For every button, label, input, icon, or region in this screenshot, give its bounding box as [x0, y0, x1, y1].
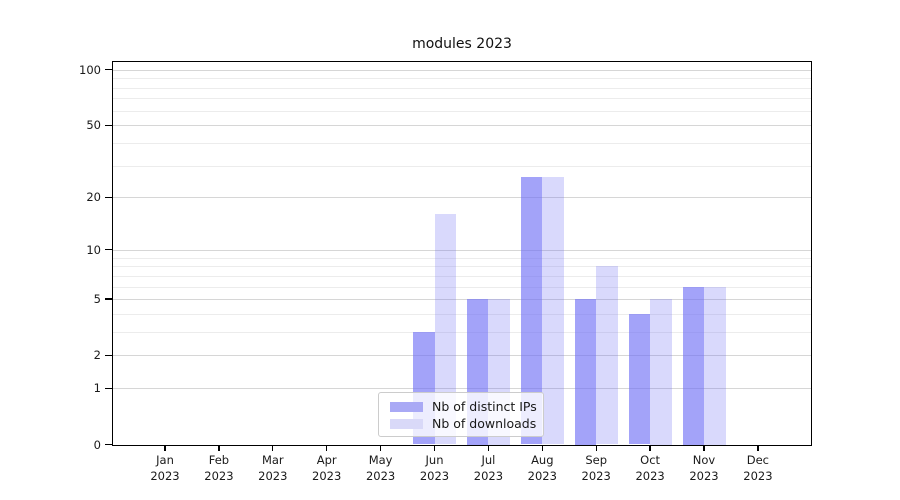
y-tick-label-20: 20 [86, 190, 101, 205]
y-tick-0 [105, 443, 112, 446]
y-tick-50 [105, 124, 112, 126]
minor-gridline-70 [113, 98, 811, 100]
minor-gridline-90 [113, 78, 811, 80]
x-tick-aug [541, 446, 543, 451]
x-tick-label-jul: Jul 2023 [473, 453, 504, 483]
x-tick-label-may: May 2023 [365, 453, 396, 483]
y-tick-label-10: 10 [86, 242, 101, 257]
major-gridline-20 [113, 197, 811, 199]
major-gridline-1 [113, 388, 811, 390]
plot-frame [112, 61, 812, 446]
x-tick-jul [487, 446, 490, 451]
chart-title: modules 2023 [412, 36, 512, 52]
minor-gridline-30 [113, 165, 811, 167]
y-tick-1 [105, 387, 112, 389]
legend-label-downloads: Nb of downloads [432, 416, 537, 431]
x-tick-apr [326, 446, 328, 451]
x-tick-label-mar: Mar 2023 [258, 453, 288, 483]
minor-gridline-60 [113, 110, 811, 112]
y-tick-label-0: 0 [93, 437, 101, 452]
y-tick-5 [105, 298, 112, 300]
legend-swatch-distinct-ips [390, 401, 423, 412]
x-tick-feb [218, 446, 220, 451]
bar-downloads-aug [542, 176, 564, 445]
minor-gridline-8 [113, 266, 811, 268]
y-tick-100 [105, 69, 112, 71]
minor-gridline-3 [113, 331, 811, 333]
x-tick-dec [757, 446, 759, 451]
x-tick-label-dec: Dec 2023 [743, 453, 773, 483]
x-tick-label-oct: Oct 2023 [635, 453, 665, 483]
x-tick-label-sep: Sep 2023 [581, 453, 611, 483]
x-tick-label-aug: Aug 2023 [527, 453, 557, 483]
y-tick-label-1: 1 [93, 381, 101, 396]
bar-downloads-jun [434, 214, 456, 445]
x-tick-jan [164, 446, 166, 451]
minor-gridline-40 [113, 142, 811, 144]
x-tick-mar [272, 446, 274, 451]
y-tick-2 [105, 354, 112, 356]
minor-gridline-7 [113, 275, 811, 277]
bar-downloads-sep [596, 266, 618, 445]
x-tick-may [379, 446, 382, 451]
bar-downloads-oct [650, 299, 672, 445]
x-tick-sep [595, 446, 597, 451]
x-tick-label-jun: Jun 2023 [419, 453, 450, 483]
legend-item-distinct-ips: Nb of distinct IPs [390, 398, 543, 415]
x-tick-label-apr: Apr 2023 [312, 453, 342, 483]
major-gridline-5 [113, 299, 811, 300]
y-tick-10 [105, 249, 112, 251]
y-tick-label-100: 100 [79, 62, 101, 77]
legend-swatch-downloads [390, 418, 423, 429]
bar-distinct-ips-sep [574, 299, 597, 445]
legend: Nb of distinct IPs Nb of downloads [378, 392, 544, 437]
minor-gridline-9 [113, 257, 811, 259]
bar-distinct-ips-oct [628, 313, 651, 445]
legend-item-downloads: Nb of downloads [390, 415, 543, 432]
x-tick-jun [433, 446, 436, 451]
bar-distinct-ips-aug [520, 176, 543, 445]
y-tick-label-2: 2 [93, 348, 101, 363]
major-gridline-50 [113, 125, 811, 127]
minor-gridline-80 [113, 87, 811, 89]
legend-label-distinct-ips: Nb of distinct IPs [432, 399, 537, 414]
x-tick-oct [649, 446, 651, 451]
major-gridline-10 [113, 249, 811, 251]
y-tick-label-50: 50 [86, 118, 101, 133]
y-tick-label-5: 5 [93, 292, 101, 306]
x-tick-label-nov: Nov 2023 [689, 453, 719, 483]
bar-downloads-nov [704, 286, 726, 445]
major-gridline-100 [113, 69, 811, 71]
major-gridline-2 [113, 355, 811, 357]
y-tick-20 [105, 196, 112, 198]
x-tick-label-jan: Jan 2023 [150, 453, 180, 483]
x-tick-nov [703, 446, 705, 451]
bar-distinct-ips-nov [682, 286, 704, 445]
minor-gridline-6 [113, 286, 811, 288]
x-tick-label-feb: Feb 2023 [204, 453, 234, 483]
minor-gridline-4 [113, 313, 811, 315]
